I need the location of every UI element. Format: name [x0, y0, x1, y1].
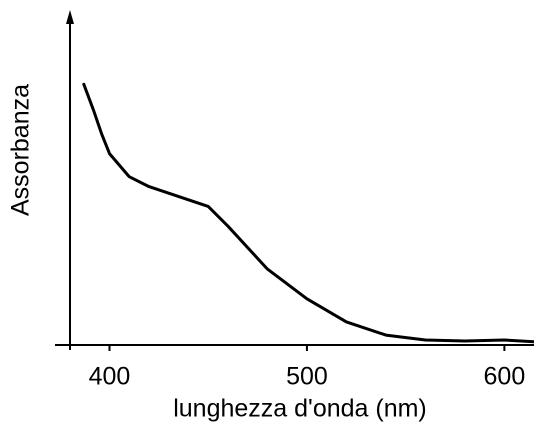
- x-tick-label: 500: [286, 363, 328, 391]
- y-axis-label: Assorbanza: [7, 84, 35, 216]
- y-axis-arrow: [66, 10, 74, 24]
- data-line: [82, 82, 534, 344]
- x-axis-label: lunghezza d'onda (nm): [173, 395, 427, 423]
- x-tick-label: 400: [89, 363, 131, 391]
- x-tick-label: 600: [484, 363, 526, 391]
